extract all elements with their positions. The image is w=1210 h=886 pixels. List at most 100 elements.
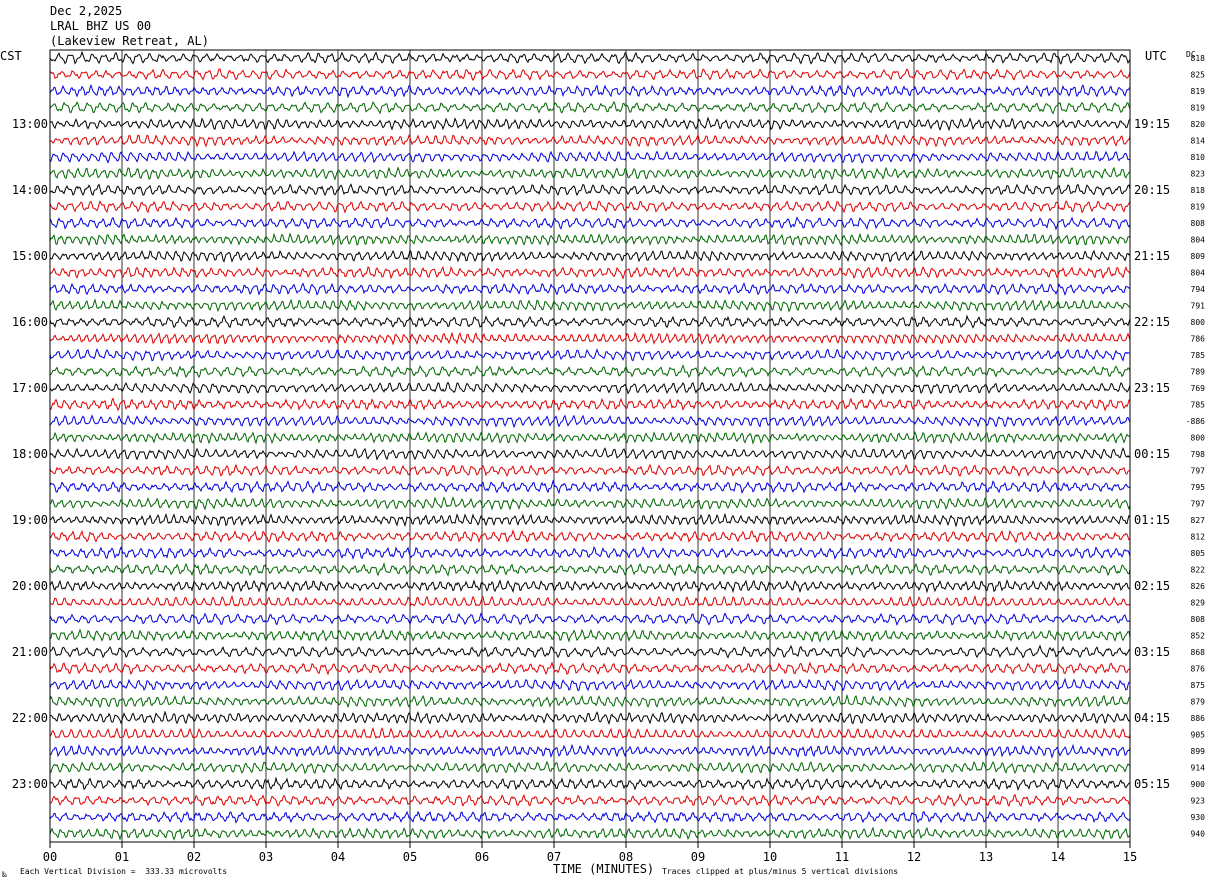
- trace-line: [49, 298, 1131, 313]
- trace-line: [49, 561, 1131, 577]
- trace-line: [49, 397, 1131, 412]
- trace-line: [49, 282, 1131, 296]
- grid-lines: [121, 50, 1059, 842]
- x-tick-label: 07: [547, 850, 561, 864]
- dc-offset-label: 791: [1191, 302, 1206, 311]
- trace-line: [49, 743, 1131, 759]
- trace-line: [49, 331, 1131, 346]
- dc-offset-label: 808: [1191, 219, 1206, 228]
- dc-offset-label: 804: [1191, 236, 1206, 245]
- trace-line: [49, 50, 1131, 65]
- x-tick-label: 06: [475, 850, 489, 864]
- trace-line: [49, 529, 1131, 544]
- dc-offset-label: 786: [1191, 335, 1206, 344]
- trace-line: [49, 594, 1131, 607]
- x-axis-tick-labels: 00 01 02 03 04 05 06 07 08 09 10 11 12 13 14 15: [43, 850, 1137, 864]
- trace-line: [49, 183, 1131, 197]
- trace-line: [49, 431, 1131, 445]
- dc-offset-label: 930: [1191, 813, 1206, 822]
- x-tick-label: 05: [403, 850, 417, 864]
- right-hour-label: 04:15: [1134, 711, 1170, 725]
- dc-offset-label: 808: [1191, 615, 1206, 624]
- trace-line: [49, 200, 1131, 214]
- right-hour-label: 19:15: [1134, 117, 1170, 131]
- right-hour-label: 02:15: [1134, 579, 1170, 593]
- dc-offset-label: 800: [1191, 434, 1206, 443]
- trace-line: [49, 760, 1131, 775]
- trace-line: [49, 727, 1131, 740]
- dc-offset-label: 826: [1191, 582, 1206, 591]
- dc-offset-label: 785: [1191, 401, 1206, 410]
- dc-offset-label: 876: [1191, 665, 1206, 674]
- left-hour-label: 13:00: [12, 117, 48, 131]
- right-hour-label: 23:15: [1134, 381, 1170, 395]
- trace-line: [49, 381, 1131, 395]
- x-tick-label: 01: [115, 850, 129, 864]
- left-hour-label: 17:00: [12, 381, 48, 395]
- trace-line: [49, 447, 1131, 461]
- x-tick-label: 04: [331, 850, 345, 864]
- trace-line: [49, 364, 1131, 379]
- x-tick-label: 09: [691, 850, 705, 864]
- trace-line: [49, 232, 1131, 247]
- x-tick-label: 00: [43, 850, 57, 864]
- corner-glyph: ‰: [2, 870, 7, 879]
- right-hour-label: 03:15: [1134, 645, 1170, 659]
- dc-offset-label: 812: [1191, 533, 1206, 542]
- dc-offset-label: 795: [1191, 483, 1206, 492]
- dc-offset-labels: 818 825 819 819 820 814 810 823 818 819 808 804 809 8…: [1186, 54, 1205, 839]
- trace-line: [49, 265, 1131, 280]
- dc-offset-label: 905: [1191, 731, 1206, 740]
- dc-offset-label: 899: [1191, 747, 1206, 756]
- dc-offset-label: 923: [1191, 797, 1206, 806]
- dc-offset-label: 785: [1191, 351, 1206, 360]
- dc-offset-label: 819: [1191, 203, 1206, 212]
- dc-offset-label: 789: [1191, 368, 1206, 377]
- trace-line: [49, 133, 1131, 148]
- traces: [49, 50, 1131, 841]
- dc-offset-label: 797: [1191, 467, 1206, 476]
- dc-offset-label: -886: [1186, 417, 1205, 426]
- plot-frame: [49, 49, 1131, 843]
- left-hour-labels: 13:00 14:00 15:00 16:00 17:00 18:00 19:00 20:00…: [12, 117, 48, 791]
- dc-offset-label: 940: [1191, 830, 1206, 839]
- right-hour-label: 22:15: [1134, 315, 1170, 329]
- trace-line: [49, 347, 1131, 362]
- dc-offset-label: 804: [1191, 269, 1206, 278]
- x-tick-label: 10: [763, 850, 777, 864]
- x-axis-ticks: [49, 842, 1131, 848]
- header-location: (Lakeview Retreat, AL): [50, 34, 209, 48]
- trace-line: [49, 545, 1131, 560]
- left-hour-label: 15:00: [12, 249, 48, 263]
- trace-line: [49, 810, 1131, 824]
- x-tick-label: 08: [619, 850, 633, 864]
- trace-line: [49, 793, 1131, 808]
- x-tick-label: 14: [1051, 850, 1065, 864]
- right-hour-label: 21:15: [1134, 249, 1170, 263]
- left-hour-label: 22:00: [12, 711, 48, 725]
- header-date: Dec 2,2025: [50, 4, 123, 18]
- left-timezone: CST: [0, 49, 22, 63]
- dc-offset-label: 797: [1191, 500, 1206, 509]
- left-hour-label: 16:00: [12, 315, 48, 329]
- dc-offset-label: 823: [1191, 170, 1206, 179]
- trace-line: [49, 166, 1131, 181]
- trace-line: [49, 579, 1131, 594]
- trace-line: [49, 249, 1131, 263]
- dc-offset-label: 805: [1191, 549, 1206, 558]
- trace-line: [49, 776, 1131, 792]
- dc-offset-label: 852: [1191, 632, 1206, 641]
- trace-line: [49, 512, 1131, 528]
- trace-line: [49, 83, 1131, 99]
- x-tick-label: 03: [259, 850, 273, 864]
- trace-line: [49, 661, 1131, 676]
- trace-line: [49, 826, 1131, 841]
- dc-offset-label: 800: [1191, 318, 1206, 327]
- dc-offset-label: 886: [1191, 714, 1206, 723]
- trace-line: [49, 710, 1131, 726]
- trace-line: [49, 479, 1131, 495]
- trace-line: [49, 414, 1131, 429]
- dc-offset-label: 794: [1191, 285, 1206, 294]
- clip-note: Traces clipped at plus/minus 5 vertical …: [662, 867, 899, 876]
